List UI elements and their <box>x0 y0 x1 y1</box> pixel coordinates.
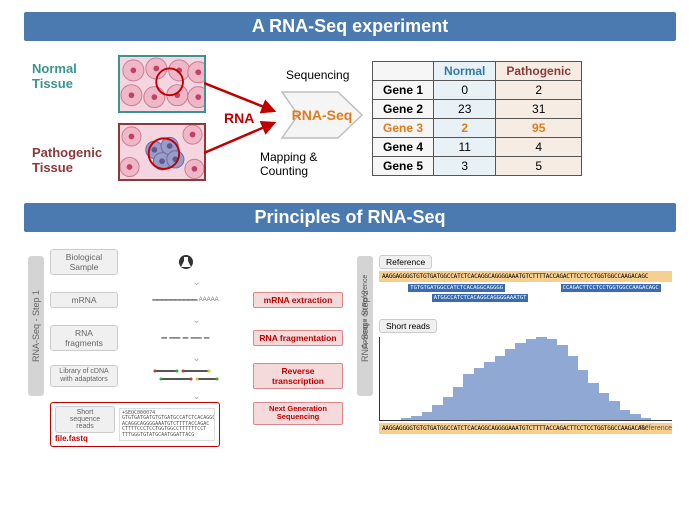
reference-label: Reference <box>379 255 432 269</box>
gene-name: Gene 5 <box>373 156 434 175</box>
coverage-bar <box>620 410 630 420</box>
rna-seq-box-label: RNA-Seq <box>292 107 353 123</box>
coverage-bar <box>641 418 651 420</box>
rna-seq-chevron: RNA-Seq <box>282 86 360 144</box>
coverage-chart: Coverage on Reference Reference <box>379 337 672 421</box>
table-row: Gene 22331 <box>373 99 582 118</box>
table-corner <box>373 61 434 80</box>
coverage-bar <box>432 405 442 420</box>
pathogenic-tissue-label: Pathogenic Tissue <box>32 145 110 175</box>
step1-mrna: mRNA <box>50 292 118 308</box>
table-row: Gene 535 <box>373 156 582 175</box>
coverage-bar <box>411 416 421 420</box>
tissue-images <box>118 55 206 181</box>
reference-sequence: AAGGAGGGGTGTGTGATGGCCATCTCACAGGCAGGGGAAA… <box>379 271 672 282</box>
banner-top: A RNA-Seq experiment <box>24 12 676 41</box>
normal-value: 0 <box>434 80 496 99</box>
gene-name: Gene 2 <box>373 99 434 118</box>
chevron-down-icon: ⌄ <box>50 391 343 402</box>
coverage-bar <box>557 345 567 420</box>
aligned-read: TGTGTGATGGCCATCTCACAGGCAGGGG <box>408 284 505 292</box>
reads-text: +SEQC000074GTGTGATGATGTGTGATGCCATCTCACAG… <box>119 408 215 442</box>
table-row: Gene 102 <box>373 80 582 99</box>
coverage-bar <box>536 337 546 420</box>
pathogenic-value: 4 <box>496 137 582 156</box>
workflow-block: Sequencing RNA RNA-Seq Mapping & Countin… <box>214 58 364 178</box>
reference-sequence-bottom: AAGGAGGGGTGTGTGATGGCCATCTCACAGGCAGGGGAAA… <box>379 423 672 434</box>
step1-mrna-extraction: mRNA extraction <box>253 292 343 308</box>
coverage-bar <box>495 356 505 420</box>
coverage-bar <box>515 343 525 420</box>
coverage-bar <box>463 374 473 420</box>
step1-rna-fragmentation: RNA fragmentation <box>253 330 343 346</box>
coverage-bar <box>578 370 588 420</box>
normal-value: 3 <box>434 156 496 175</box>
normal-tissue-label: Normal Tissue <box>32 61 110 91</box>
pathogenic-value: 31 <box>496 99 582 118</box>
pathogenic-value: 95 <box>496 118 582 137</box>
coverage-bar <box>568 356 578 420</box>
principles-section: RNA-Seq - Step 1 Biological Sample ⌄ mRN… <box>24 246 676 436</box>
step1-library-cdna: Library of cDNA with adaptators <box>50 365 118 386</box>
coverage-bar <box>474 368 484 420</box>
gene-name: Gene 1 <box>373 80 434 99</box>
step2-panel: RNA-Seq - Step 2 Reference AAGGAGGGGTGTG… <box>357 246 672 436</box>
table-row: Gene 3295 <box>373 118 582 137</box>
coverage-bar <box>422 412 432 420</box>
step1-biological-sample: Biological Sample <box>50 249 118 275</box>
chevron-down-icon: ⌄ <box>50 277 343 288</box>
coverage-bar <box>609 401 619 420</box>
step1-ngs: Next Generation Sequencing <box>253 402 343 425</box>
step1-rna-fragments: RNA fragments <box>50 325 118 351</box>
table-row: Gene 4114 <box>373 137 582 156</box>
coverage-bar <box>484 362 494 420</box>
tissue-labels: Normal Tissue Pathogenic Tissue <box>32 61 110 175</box>
step1-panel: RNA-Seq - Step 1 Biological Sample ⌄ mRN… <box>28 246 343 436</box>
flask-icon <box>178 254 194 270</box>
coverage-bar <box>505 349 515 420</box>
step1-reverse-transcription: Reverse transcription <box>253 363 343 389</box>
aligned-read: CCAGACTTCCTCCTGGTGGCCAAGACAGC <box>561 284 661 292</box>
col-normal: Normal <box>434 61 496 80</box>
coverage-bar <box>547 339 557 420</box>
step1-tab-label: RNA-Seq - Step 1 <box>31 290 41 362</box>
coverage-bar <box>443 397 453 420</box>
step1-short-reads: Short sequence reads <box>55 406 115 433</box>
coverage-xlabel: Reference <box>640 425 672 432</box>
experiment-section: Normal Tissue Pathogenic Tissue <box>24 55 676 181</box>
normal-value: 23 <box>434 99 496 118</box>
normal-value: 11 <box>434 137 496 156</box>
coverage-ylabel: Coverage on Reference <box>362 275 369 349</box>
coverage-bar <box>453 387 463 420</box>
coverage-bar <box>401 418 411 420</box>
cdna-fragments-icon <box>151 367 221 385</box>
normal-tissue-image <box>118 55 206 113</box>
gene-name: Gene 4 <box>373 137 434 156</box>
normal-value: 2 <box>434 118 496 137</box>
pathogenic-value: 5 <box>496 156 582 175</box>
coverage-bar <box>599 393 609 420</box>
banner-bottom: Principles of RNA-Seq <box>24 203 676 232</box>
pathogenic-value: 2 <box>496 80 582 99</box>
rna-label: RNA <box>224 110 254 126</box>
aligned-read: ATGGCCATCTCACAGGCAGGGGAAATGT <box>432 294 529 302</box>
short-reads-box: Short sequence reads file.fastq +SEQC000… <box>50 402 220 447</box>
aligned-reads: TGTGTGATGGCCATCTCACAGGCAGGGG ATGGCCATCTCA… <box>379 284 672 312</box>
gene-expression-table: Normal Pathogenic Gene 102Gene 22331Gene… <box>372 61 582 176</box>
file-fastq-label: file.fastq <box>55 434 115 443</box>
col-pathogenic: Pathogenic <box>496 61 582 80</box>
mapping-counting-label: Mapping & Counting <box>260 150 364 178</box>
coverage-bar <box>630 414 640 420</box>
gene-name: Gene 3 <box>373 118 434 137</box>
step1-tab: RNA-Seq - Step 1 <box>28 256 44 396</box>
coverage-bar <box>526 339 536 420</box>
sequencing-label: Sequencing <box>286 68 349 82</box>
coverage-bar <box>588 383 598 420</box>
short-reads-label: Short reads <box>379 319 437 333</box>
pathogenic-tissue-image <box>118 123 206 181</box>
